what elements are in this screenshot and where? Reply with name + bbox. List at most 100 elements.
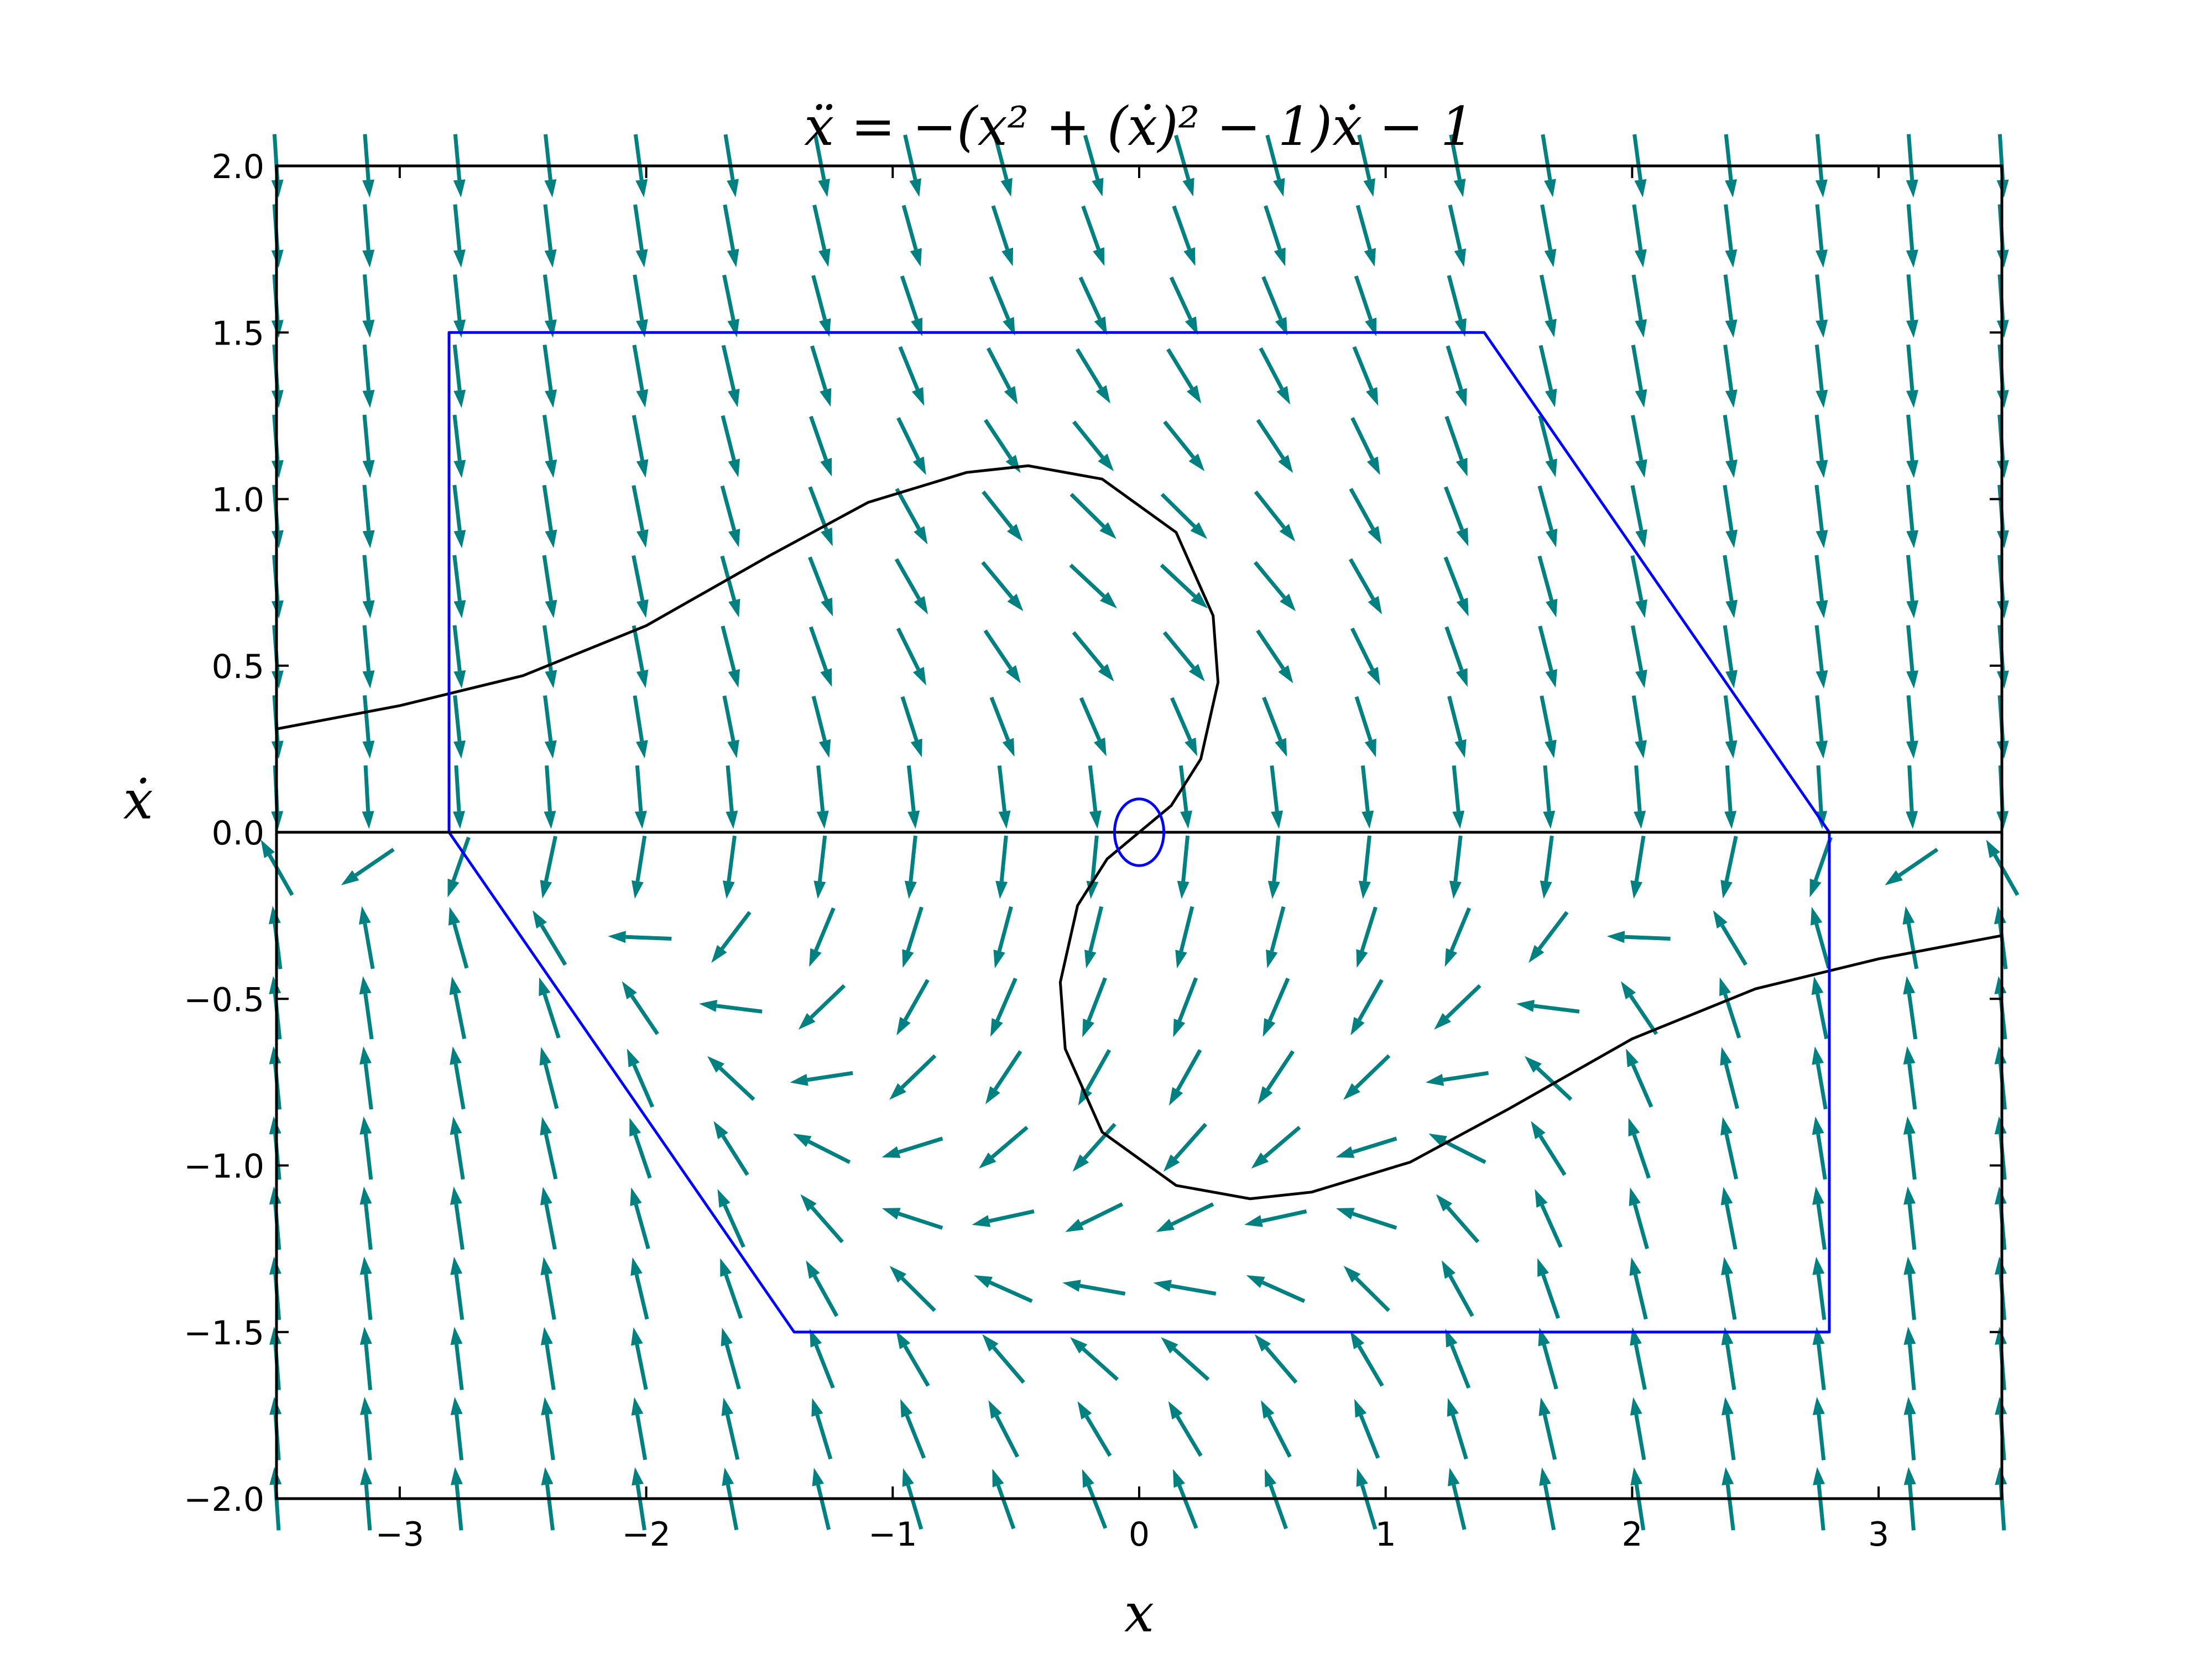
quiver-arrow-head	[1271, 810, 1284, 829]
quiver-arrow-head	[1455, 457, 1468, 477]
quiver-arrow	[1634, 765, 1646, 829]
quiver-arrow-shaft	[1360, 906, 1378, 952]
quiver-arrow-head	[1812, 1396, 1825, 1415]
quiver-arrow-shaft	[1538, 415, 1553, 461]
quiver-arrow	[543, 204, 557, 268]
quiver-arrow	[902, 906, 924, 968]
quiver-arrow-shaft	[986, 347, 1011, 390]
quiver-arrow-head	[1725, 249, 1738, 268]
quiver-arrow-head	[904, 880, 917, 899]
quiver-arrow-head	[1516, 1000, 1535, 1012]
quiver-arrow-shaft	[452, 555, 462, 601]
quiver-arrow-shaft	[1261, 1209, 1307, 1223]
quiver-arrow-shaft	[1814, 625, 1824, 671]
quiver-arrow	[1632, 134, 1647, 198]
quiver-arrow-shaft	[452, 484, 462, 531]
quiver-arrow	[362, 484, 375, 549]
x-tick-label: 0	[1129, 1515, 1150, 1554]
quiver-arrow	[721, 625, 740, 688]
quiver-arrow-shaft	[983, 629, 1013, 670]
quiver-arrow-shaft	[807, 1071, 853, 1082]
quiver-arrow	[1452, 765, 1465, 829]
quiver-arrow-head	[902, 949, 914, 968]
quiver-arrow	[452, 484, 466, 549]
quiver-arrow-shaft	[1629, 995, 1658, 1035]
quiver-arrow-head	[821, 528, 833, 546]
quiver-arrow-shaft	[984, 419, 1013, 460]
quiver-arrow-shaft	[991, 205, 1009, 251]
quiver-arrow	[972, 1209, 1035, 1227]
quiver-arrow-head	[1725, 460, 1738, 478]
quiver-arrow-head	[1006, 524, 1023, 542]
quiver-arrow	[721, 1397, 740, 1460]
quiver-arrow-head	[1815, 389, 1828, 408]
quiver-arrow-shaft	[1452, 765, 1460, 812]
quiver-arrow-shaft	[1352, 1136, 1397, 1154]
quiver-arrow-shaft	[1169, 276, 1192, 320]
quiver-arrow-head	[260, 839, 275, 858]
quiver-arrow-head	[631, 1327, 643, 1346]
quiver-arrow-head	[362, 600, 375, 619]
quiver-arrow-shaft	[1538, 1135, 1567, 1176]
quiver-arrow-shaft	[1816, 1203, 1827, 1250]
quiver-arrow-shaft	[362, 344, 371, 391]
quiver-arrow-shaft	[995, 977, 1018, 1021]
quiver-arrow-shaft	[1087, 1484, 1108, 1529]
y-tick-label: 0.0	[212, 814, 264, 853]
chart-title: ẍ = −(x² + (ẋ)² − 1)ẋ − 1	[804, 96, 1474, 158]
x-axis-label: x	[1124, 1582, 1154, 1644]
quiver-arrow	[1343, 1266, 1390, 1312]
quiver-arrow-shaft	[1079, 1284, 1126, 1296]
quiver-arrow	[450, 1467, 463, 1531]
quiver-arrow	[726, 765, 738, 829]
quiver-arrow-head	[1903, 1396, 1916, 1415]
quiver-arrow-head	[1278, 455, 1293, 473]
quiver-arrow-head	[545, 389, 557, 408]
quiver-arrow-head	[1537, 1258, 1550, 1277]
quiver-arrow	[1069, 564, 1117, 609]
quiver-arrow	[1535, 1189, 1563, 1248]
quiver-arrow	[632, 485, 649, 548]
quiver-arrow	[359, 1327, 373, 1390]
quiver-arrow-shaft	[632, 625, 645, 671]
quiver-arrow-shaft	[1253, 561, 1286, 599]
quiver-arrow-head	[896, 1331, 911, 1349]
quiver-arrow	[699, 1000, 763, 1014]
quiver-arrow-head	[1007, 593, 1024, 612]
quiver-arrow-shaft	[814, 907, 836, 952]
quiver-arrow-head	[811, 1398, 823, 1417]
quiver-arrow-head	[1815, 530, 1828, 549]
quiver-arrow-shaft	[454, 765, 461, 812]
quiver-arrow	[881, 1208, 943, 1230]
quiver-arrow-shaft	[1725, 1414, 1736, 1460]
quiver-arrow-head	[1903, 1046, 1916, 1065]
quiver-arrow-head	[881, 1146, 901, 1158]
quiver-arrow-shaft	[1272, 835, 1281, 882]
quiver-arrow-shaft	[1359, 1415, 1380, 1459]
quiver-arrow-head	[1188, 664, 1205, 682]
quiver-arrow	[816, 765, 829, 829]
quiver-arrow-head	[359, 1256, 372, 1275]
quiver-arrow-head	[1278, 665, 1293, 684]
quiver-arrow	[631, 1397, 648, 1460]
quiver-arrow-head	[636, 459, 649, 478]
quiver-arrow	[1630, 1467, 1646, 1531]
quiver-arrow-shaft	[1173, 1123, 1207, 1160]
quiver-arrow	[1539, 1467, 1556, 1531]
quiver-arrow-shaft	[633, 274, 644, 321]
quiver-arrow-head	[1540, 880, 1552, 899]
quiver-arrow-head	[792, 1133, 812, 1147]
quiver-arrow-shaft	[363, 993, 374, 1040]
quiver-arrow-head	[910, 738, 922, 758]
quiver-arrow	[1447, 1398, 1468, 1460]
quiver-arrow-head	[1358, 880, 1371, 899]
quiver-arrow-shaft	[1631, 1064, 1653, 1108]
quiver-arrow-shaft	[452, 923, 469, 969]
quiver-arrow	[1812, 1046, 1828, 1110]
quiver-arrow-head	[1546, 598, 1558, 618]
quiver-arrow-head	[1628, 1118, 1640, 1137]
quiver-arrow-head	[1906, 530, 1919, 549]
quiver-arrow-head	[1343, 1266, 1361, 1283]
quiver-arrow-shaft	[1631, 345, 1644, 391]
quiver-arrow-head	[1721, 1467, 1734, 1486]
